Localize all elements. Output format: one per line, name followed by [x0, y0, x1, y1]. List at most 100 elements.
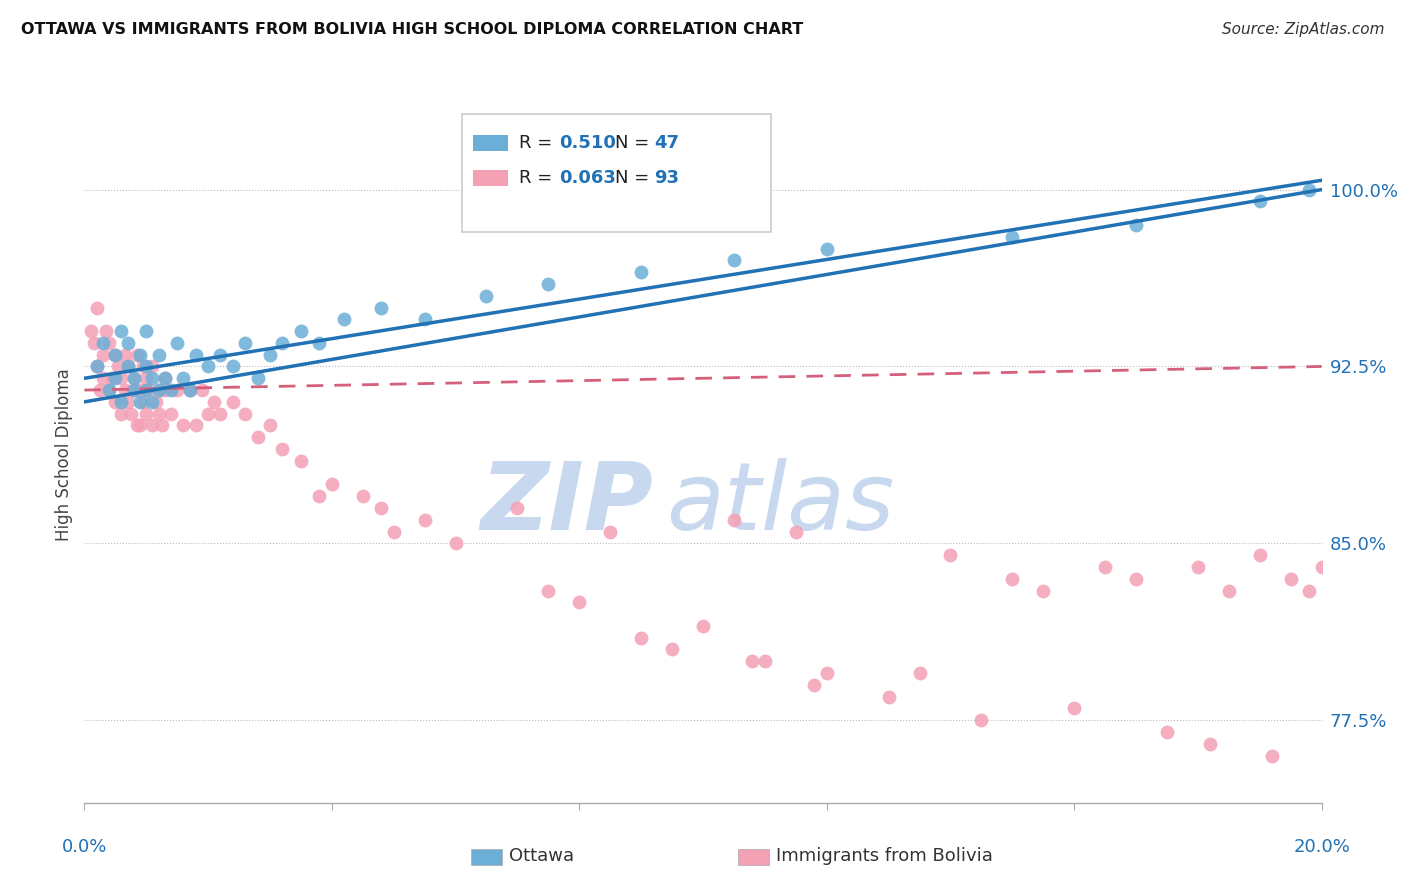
Text: 93: 93 — [654, 169, 679, 187]
Point — [132, 395, 155, 409]
Point — [129, 418, 152, 433]
Point — [110, 324, 132, 338]
Point — [630, 631, 652, 645]
Point — [91, 371, 114, 385]
Point — [129, 348, 152, 362]
Point — [233, 335, 256, 350]
Point — [122, 371, 145, 385]
Point — [692, 619, 714, 633]
Point — [413, 513, 436, 527]
Point — [352, 489, 374, 503]
Point — [98, 383, 121, 397]
Point — [723, 513, 745, 527]
Point — [122, 371, 145, 385]
Point — [723, 253, 745, 268]
Point — [1249, 548, 1271, 562]
Point — [125, 418, 148, 433]
Point — [209, 407, 232, 421]
Point — [91, 335, 114, 350]
Point — [1032, 583, 1054, 598]
Point — [1125, 572, 1147, 586]
Point — [138, 383, 160, 397]
Point — [86, 359, 108, 374]
Point — [179, 383, 201, 397]
Point — [321, 477, 343, 491]
Text: ZIP: ZIP — [481, 458, 654, 549]
Text: 0.063: 0.063 — [558, 169, 616, 187]
Point — [114, 348, 136, 362]
Point — [135, 383, 157, 397]
Point — [1199, 737, 1222, 751]
Text: OTTAWA VS IMMIGRANTS FROM BOLIVIA HIGH SCHOOL DIPLOMA CORRELATION CHART: OTTAWA VS IMMIGRANTS FROM BOLIVIA HIGH S… — [21, 22, 803, 37]
Point — [104, 395, 127, 409]
Point — [222, 359, 245, 374]
Point — [290, 454, 312, 468]
Point — [89, 383, 111, 397]
Point — [148, 383, 170, 397]
Point — [125, 348, 148, 362]
Point — [537, 583, 560, 598]
Point — [135, 407, 157, 421]
Text: 47: 47 — [654, 134, 679, 152]
Point — [506, 500, 529, 515]
Point — [308, 335, 330, 350]
Point — [1187, 560, 1209, 574]
Point — [129, 383, 152, 397]
Point — [222, 395, 245, 409]
Point — [1156, 725, 1178, 739]
Point — [803, 678, 825, 692]
Point — [86, 301, 108, 315]
Text: atlas: atlas — [666, 458, 894, 549]
Point — [141, 395, 163, 409]
Point — [1249, 194, 1271, 209]
Point — [741, 654, 763, 668]
Text: 20.0%: 20.0% — [1294, 838, 1350, 856]
Text: 0.0%: 0.0% — [62, 838, 107, 856]
Point — [145, 395, 167, 409]
Point — [197, 407, 219, 421]
Point — [148, 407, 170, 421]
Point — [1310, 560, 1333, 574]
Point — [110, 395, 132, 409]
Point — [191, 383, 214, 397]
Point — [970, 713, 993, 727]
Point — [98, 383, 121, 397]
Point — [132, 359, 155, 374]
Point — [94, 324, 117, 338]
Point — [107, 359, 129, 374]
Point — [246, 371, 269, 385]
Text: N =: N = — [614, 134, 655, 152]
Point — [1279, 572, 1302, 586]
Point — [104, 348, 127, 362]
Point — [122, 383, 145, 397]
Point — [79, 324, 101, 338]
Point — [166, 383, 188, 397]
Point — [630, 265, 652, 279]
Point — [1094, 560, 1116, 574]
Point — [179, 383, 201, 397]
Point — [209, 348, 232, 362]
Point — [86, 359, 108, 374]
Point — [160, 383, 183, 397]
Point — [271, 335, 294, 350]
Point — [110, 407, 132, 421]
Point — [1001, 229, 1024, 244]
Point — [153, 371, 176, 385]
Point — [1298, 583, 1320, 598]
Point — [150, 418, 173, 433]
Point — [1125, 218, 1147, 232]
Text: N =: N = — [614, 169, 655, 187]
Point — [117, 395, 139, 409]
Point — [370, 301, 392, 315]
Point — [148, 348, 170, 362]
Point — [815, 242, 838, 256]
Point — [333, 312, 356, 326]
Text: Ottawa: Ottawa — [509, 847, 574, 865]
Point — [172, 371, 194, 385]
Point — [259, 348, 281, 362]
Point — [259, 418, 281, 433]
Point — [148, 383, 170, 397]
Point — [135, 359, 157, 374]
Point — [246, 430, 269, 444]
Point — [104, 348, 127, 362]
